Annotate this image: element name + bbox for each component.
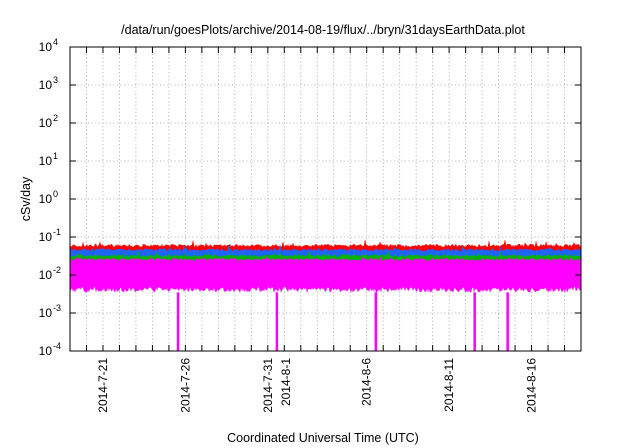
series-area <box>69 239 582 351</box>
y-tick-base: 10 <box>39 344 53 358</box>
y-tick-label: 10 2 <box>39 113 58 130</box>
y-tick-exponent: -4 <box>53 341 61 351</box>
y-tick-exponent: 1 <box>53 151 58 161</box>
y-tick-label: 10 4 <box>39 37 58 54</box>
series-3-band <box>69 256 582 294</box>
y-axis-label: cSv/day <box>19 176 33 221</box>
y-tick-label: 10 3 <box>39 75 58 92</box>
y-tick-base: 10 <box>39 116 53 130</box>
y-tick-exponent: 2 <box>53 113 58 123</box>
y-tick-base: 10 <box>39 268 53 282</box>
y-tick-exponent: -2 <box>53 265 61 275</box>
y-tick-base: 10 <box>39 306 53 320</box>
y-tick-exponent: 0 <box>53 189 58 199</box>
x-tick-label: 2014-7-21 <box>96 358 110 413</box>
y-tick-label: 10 -1 <box>39 227 61 244</box>
y-tick-base: 10 <box>39 192 53 206</box>
axis-ticks <box>70 46 581 352</box>
y-tick-exponent: 3 <box>53 75 58 85</box>
y-tick-label: 10 0 <box>39 189 58 206</box>
x-tick-label: 2014-8-11 <box>442 358 456 412</box>
y-tick-base: 10 <box>39 154 53 168</box>
x-tick-label: 2014-8-16 <box>525 358 539 413</box>
y-tick-label: 10 -2 <box>39 265 61 282</box>
x-tick-label: 2014-7-26 <box>178 358 192 413</box>
y-tick-exponent: -1 <box>53 227 61 237</box>
x-tick-label: 2014-8-1 <box>279 358 293 406</box>
y-tick-exponent: -3 <box>53 303 61 313</box>
y-tick-label: 10 -3 <box>39 303 61 320</box>
y-tick-label: 10 1 <box>39 151 58 168</box>
y-tick-label: 10 -4 <box>39 341 61 358</box>
x-tick-label: 2014-8-6 <box>360 358 374 406</box>
chart-title: /data/run/goesPlots/archive/2014-08-19/f… <box>121 23 525 37</box>
y-tick-exponent: 4 <box>53 37 58 47</box>
x-axis-label: Coordinated Universal Time (UTC) <box>227 431 419 445</box>
x-tick-label: 2014-7-31 <box>261 358 275 413</box>
x-tick-labels: 2014-7-21 2014-7-26 2014-7-31 2014-8-1 2014-… <box>96 358 539 413</box>
y-tick-base: 10 <box>39 40 53 54</box>
y-tick-base: 10 <box>39 230 53 244</box>
y-tick-base: 10 <box>39 78 53 92</box>
grid <box>70 47 581 351</box>
